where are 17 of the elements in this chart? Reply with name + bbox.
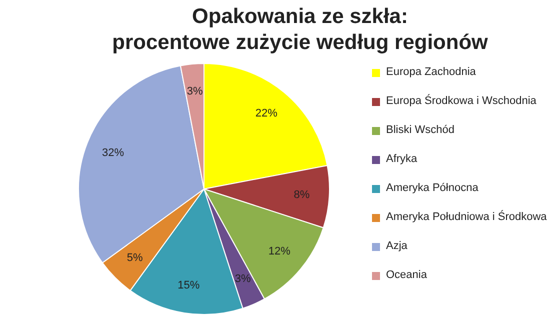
legend-label: Afryka	[386, 153, 418, 165]
legend-label: Europa Zachodnia	[386, 66, 476, 78]
data-label: 32%	[102, 146, 124, 159]
legend-label: Bliski Wschód	[386, 124, 454, 136]
data-label: 8%	[294, 189, 310, 202]
legend-label: Europa Środkowa i Wschodnia	[386, 95, 536, 107]
data-label: 12%	[268, 245, 291, 258]
data-label: 5%	[126, 252, 143, 264]
data-label: 15%	[178, 280, 200, 292]
data-label: 22%	[255, 108, 278, 120]
legend-label: Ameryka Północna	[386, 182, 478, 194]
legend-label: Oceania	[386, 269, 427, 281]
chart-title: Opakowania ze szkła: procentowe zużycie według regionów	[111, 4, 489, 56]
legend-label: Ameryka Południowa i Środkowa	[386, 211, 547, 223]
legend-label: Azja	[386, 240, 408, 252]
data-label: 3%	[234, 272, 252, 285]
data-label: 3%	[186, 86, 203, 98]
